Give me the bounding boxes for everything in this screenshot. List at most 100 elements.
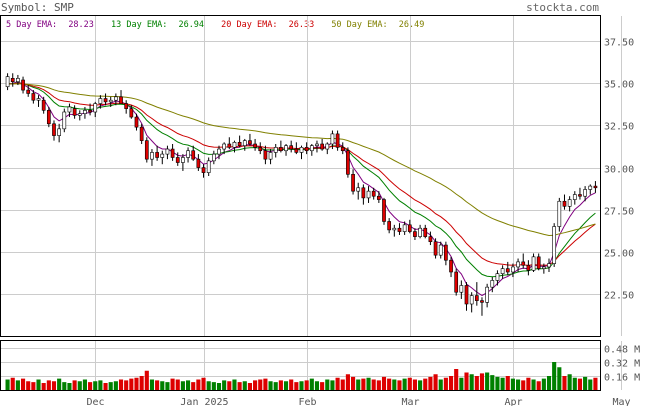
volume-bar: [376, 380, 381, 390]
candle-body: [392, 227, 397, 231]
volume-bar: [108, 382, 113, 390]
volume-bar: [196, 379, 201, 390]
candle-body: [222, 143, 226, 150]
candle-body: [237, 142, 242, 146]
volume-bar: [82, 379, 87, 390]
volume-bar: [557, 367, 562, 390]
volume-bar: [495, 376, 500, 390]
volume-bar: [314, 381, 320, 390]
volume-bar: [15, 380, 20, 390]
volume-bar: [185, 380, 191, 390]
candle-body: [124, 103, 129, 109]
candle-body: [418, 227, 422, 237]
volume-bar: [583, 376, 588, 390]
volume-bar: [536, 381, 541, 390]
volume-bar: [206, 381, 211, 390]
candle-body: [62, 111, 67, 130]
candle-body: [57, 128, 61, 136]
legend-ema50: 50 Day EMA: 26.49: [331, 20, 425, 30]
volume-bar: [113, 381, 118, 390]
candle-body: [346, 150, 350, 175]
volume-bar: [402, 378, 407, 390]
volume-bar: [294, 382, 299, 390]
candle-body: [16, 78, 20, 82]
date-tick-label: Mar: [401, 397, 419, 406]
volume-bar: [62, 382, 67, 390]
volume-bar: [330, 380, 335, 390]
volume-bar: [469, 374, 474, 390]
legend-ema13: 13 Day EMA: 26.94: [111, 20, 205, 30]
candle-body: [26, 89, 31, 94]
date-tick-label: Apr: [504, 397, 522, 406]
candle-body: [335, 133, 340, 148]
candle-body: [114, 96, 118, 101]
candle-body: [10, 78, 15, 82]
volume-bar: [273, 382, 278, 390]
candle-body: [67, 106, 72, 113]
candle-body: [340, 147, 345, 152]
candle-body: [36, 98, 41, 101]
candle-body: [242, 140, 247, 146]
candle-body: [289, 145, 294, 150]
candle-body: [83, 110, 87, 114]
candle-body: [175, 157, 180, 163]
volume-bar: [155, 380, 160, 390]
volume-tick-label: 0.48 M: [604, 345, 640, 356]
candle-body: [273, 147, 278, 153]
volume-bar: [433, 374, 438, 390]
candle-body: [366, 190, 371, 199]
candle-body: [593, 185, 598, 189]
volume-bar: [438, 379, 443, 390]
candle-body: [196, 158, 201, 168]
grid: [1, 16, 622, 390]
candle-body: [103, 98, 108, 103]
volume-bar: [67, 383, 72, 390]
volume-bar: [46, 380, 51, 390]
volume-bar: [309, 378, 314, 390]
volume-bar: [263, 378, 268, 390]
candle-body: [93, 103, 98, 113]
volume-bar: [387, 378, 392, 390]
candle-body: [511, 266, 515, 273]
volume-bar: [278, 380, 283, 390]
candle-body: [77, 113, 82, 116]
candle-body: [413, 231, 417, 237]
volume-bar: [407, 377, 412, 390]
volume-bar: [572, 377, 577, 390]
candle-body: [377, 195, 381, 200]
price-tick-label: 22.50: [604, 291, 634, 302]
candle-body: [531, 256, 536, 271]
volume-bar: [191, 382, 196, 390]
volume-bar: [31, 382, 36, 390]
volume-bar: [5, 379, 10, 390]
candle-body: [155, 152, 159, 158]
volume-bar: [505, 376, 510, 390]
symbol-label: Symbol: SMP: [1, 1, 74, 14]
date-tick-label: Jan 2025: [180, 397, 228, 406]
volume-bar: [175, 379, 180, 390]
candle-body: [304, 147, 309, 152]
volume-bar: [423, 378, 428, 390]
candle-body: [150, 152, 154, 160]
volume-bar: [454, 369, 459, 390]
volume-bar: [521, 380, 526, 390]
candle-body: [160, 153, 165, 158]
date-tick-label: Dec: [86, 397, 104, 406]
volume-bar: [170, 378, 175, 390]
volume-bar: [222, 380, 227, 390]
candle-body: [578, 194, 582, 197]
volume-bar: [41, 383, 46, 390]
candle-body: [258, 147, 263, 152]
volume-bar: [72, 380, 77, 390]
volume-bar: [500, 377, 505, 390]
candle-body: [567, 199, 572, 207]
price-panel-frame: [0, 15, 601, 337]
volume-bar: [464, 372, 469, 390]
candle-body: [516, 261, 520, 268]
candle-body: [495, 273, 500, 281]
candle-body: [52, 123, 56, 136]
candle-body: [227, 143, 232, 148]
volume-bar: [51, 381, 57, 390]
volume-bar: [418, 380, 423, 390]
